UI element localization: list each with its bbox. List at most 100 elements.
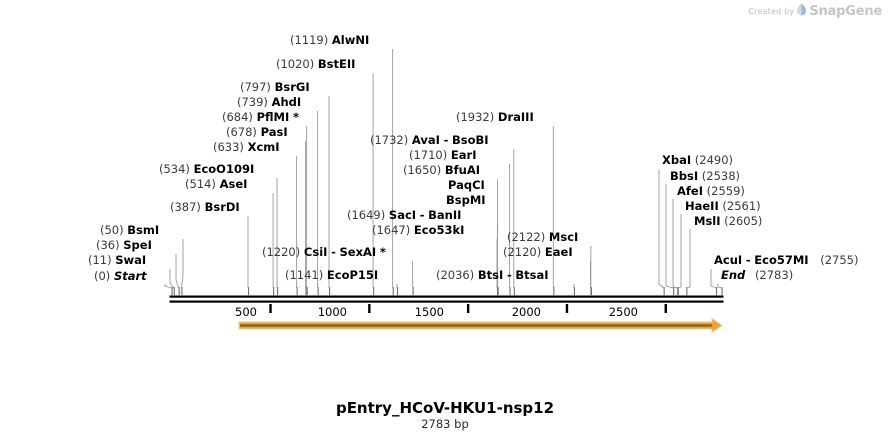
- leader-line: [180, 239, 184, 289]
- site-label-draiii[interactable]: (1932) DraIII: [456, 111, 534, 124]
- ruler-tick-mark: [466, 304, 470, 313]
- leader-line: [175, 254, 180, 289]
- cut-site-tick: [392, 287, 394, 296]
- site-position: (2538): [701, 169, 741, 183]
- cut-site-tick: [173, 287, 175, 296]
- site-label-spei[interactable]: (36) SpeI: [96, 239, 152, 252]
- site-label-pflmi[interactable]: (684) PflMI *: [222, 111, 299, 124]
- site-name: MslI: [694, 214, 721, 228]
- site-label-acui-eco57mi[interactable]: AcuI - Eco57MI (2755): [714, 254, 859, 267]
- site-label-xbai[interactable]: XbaI (2490): [662, 154, 733, 167]
- cut-site-tick: [296, 287, 298, 296]
- site-name: AlwNI: [331, 33, 370, 47]
- cut-site-tick: [178, 287, 180, 296]
- cut-site-tick: [277, 287, 279, 296]
- site-name-separator: -: [419, 208, 425, 222]
- site-label-haeii[interactable]: HaeII (2561): [685, 200, 761, 213]
- cut-site-tick: [673, 287, 675, 296]
- cut-site-tick: [513, 287, 515, 296]
- site-label-eco53ki[interactable]: (1647) Eco53kI: [372, 224, 464, 237]
- backbone-strand-bottom: [169, 300, 724, 303]
- site-label-eaei[interactable]: (2120) EaeI: [503, 246, 573, 259]
- site-position: (739): [237, 95, 268, 109]
- site-label-end[interactable]: End (2783): [721, 269, 793, 282]
- site-name-separator: -: [506, 268, 512, 282]
- site-label-asei[interactable]: (514) AseI: [185, 178, 247, 191]
- leader-line: [665, 184, 674, 289]
- site-position: (0): [94, 269, 111, 283]
- site-label-ahdi[interactable]: (739) AhdI: [237, 96, 301, 109]
- site-name-separator: -: [331, 245, 336, 259]
- watermark-brand-label: SnapGene: [809, 4, 882, 19]
- cut-site-tick: [573, 287, 575, 296]
- site-position: (2755): [820, 253, 859, 267]
- site-name: AfeI: [677, 184, 703, 198]
- cut-site-tick: [247, 287, 250, 296]
- site-name: BtsI: [477, 268, 504, 282]
- leader-line: [677, 214, 682, 289]
- site-label-start[interactable]: (0) Start: [94, 270, 147, 283]
- site-label-swai[interactable]: (11) SwaI: [88, 254, 146, 267]
- leader-line: [169, 269, 175, 289]
- site-position: (36): [96, 238, 120, 252]
- site-name: CsiI: [303, 245, 328, 259]
- site-label-ecoo109i[interactable]: (534) EcoO109I: [159, 163, 254, 176]
- site-label-msci[interactable]: (2122) MscI: [507, 231, 578, 244]
- site-label-xcmi[interactable]: (633) XcmI: [213, 141, 280, 154]
- site-label-avai-bsobi[interactable]: (1732) AvaI - BsoBI: [370, 134, 489, 147]
- leader-line: [658, 169, 664, 289]
- site-label-bsteii[interactable]: (1020) BstEII: [276, 58, 355, 71]
- cut-site-tick: [305, 287, 307, 296]
- site-name: PflMI: [256, 110, 290, 124]
- sequence-length: 2783 bp: [421, 417, 469, 431]
- site-label-eari[interactable]: (1710) EarI: [409, 149, 476, 162]
- cut-site-tick: [171, 287, 173, 296]
- cut-site-tick: [553, 287, 555, 296]
- site-label-pasi[interactable]: (678) PasI: [226, 126, 288, 139]
- site-label-bfuai[interactable]: (1650) BfuAI: [403, 164, 480, 177]
- site-name: AseI: [219, 177, 248, 191]
- site-label-btsi-btsai[interactable]: (2036) BtsI - BtsaI: [436, 269, 549, 282]
- site-name: SwaI: [115, 253, 147, 267]
- site-name: BbsI: [670, 169, 699, 183]
- site-label-bbsi[interactable]: BbsI (2538): [670, 170, 740, 183]
- site-position: (1220): [262, 245, 301, 259]
- site-label-alwni[interactable]: (1119) AlwNI: [290, 34, 369, 47]
- site-name: BstEII: [317, 57, 356, 71]
- leader-line: [686, 229, 691, 289]
- site-label-msli[interactable]: MslI (2605): [694, 215, 762, 228]
- page-title: pEntry_HCoV-HKU1-nsp12: [335, 399, 555, 417]
- cut-site-tick: [590, 287, 592, 296]
- cut-site-tick: [677, 287, 679, 296]
- site-label-bsrgi[interactable]: (797) BsrGI: [240, 81, 310, 94]
- cut-site-tick: [317, 287, 319, 296]
- site-position: (2783): [754, 268, 794, 282]
- snapgene-logo-icon: [797, 2, 807, 21]
- site-label-saci-banii[interactable]: (1649) SacI - BanII: [347, 209, 461, 222]
- site-label-ecop15i[interactable]: (1141) EcoP15I: [285, 269, 378, 282]
- site-position: (1649): [347, 208, 386, 222]
- site-position: (1020): [276, 57, 315, 71]
- backbone-strand-top: [169, 295, 724, 298]
- site-label-afei[interactable]: AfeI (2559): [677, 185, 745, 198]
- site-position: (387): [170, 200, 201, 214]
- site-label-bsmi[interactable]: (50) BsmI: [100, 224, 159, 237]
- site-label-csii-sexai[interactable]: (1220) CsiI - SexAI *: [262, 246, 386, 259]
- site-name: HaeII: [685, 199, 719, 213]
- site-name: End: [721, 268, 746, 282]
- site-label-bsrdi[interactable]: (387) BsrDI: [170, 201, 240, 214]
- site-position: (2490): [694, 153, 734, 167]
- site-label-paqci[interactable]: PaqCI: [448, 179, 485, 192]
- site-position: (11): [88, 253, 112, 267]
- feature-arrow[interactable]: [238, 317, 723, 334]
- cut-site-tick: [496, 287, 499, 296]
- site-name: SpeI: [123, 238, 152, 252]
- leader-line: [710, 269, 717, 289]
- leader-line: [717, 284, 722, 289]
- site-name: PaqCI: [448, 178, 485, 192]
- site-position: (2036): [436, 268, 475, 282]
- site-label-bspmi[interactable]: BspMI: [446, 194, 486, 207]
- watermark-created-by-label: Created by: [748, 7, 795, 16]
- site-name: XcmI: [247, 140, 280, 154]
